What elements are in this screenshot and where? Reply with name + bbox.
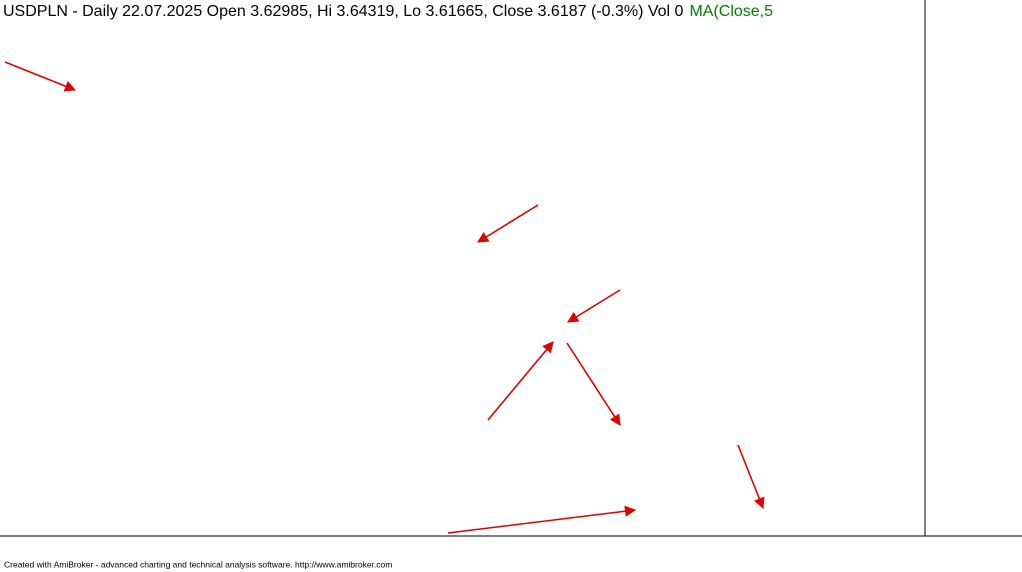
arrow: [447, 505, 637, 534]
title-ma: MA(Close,5: [689, 3, 773, 20]
chart-title: USDPLN - Daily 22.07.2025 Open 3.62985, …: [3, 3, 773, 20]
annotation-arrows: [4, 61, 765, 534]
arrow: [567, 289, 621, 323]
arrow: [566, 342, 621, 426]
footer: Created with AmiBroker - advanced charti…: [4, 559, 392, 569]
arrow: [4, 61, 77, 92]
arrow: [737, 444, 765, 510]
arrow: [487, 341, 554, 421]
arrow: [477, 204, 539, 243]
title-text: USDPLN - Daily 22.07.2025 Open 3.62985, …: [3, 3, 684, 20]
